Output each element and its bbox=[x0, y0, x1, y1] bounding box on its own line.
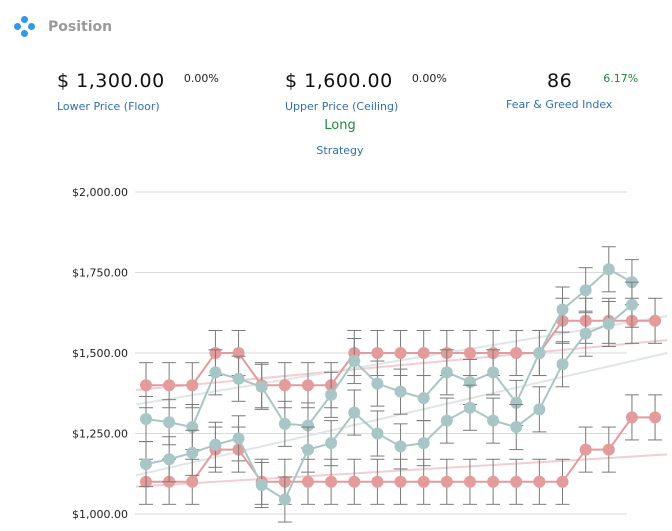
pink_lower-point bbox=[301, 475, 314, 488]
upper-price-label: Upper Price (Ceiling) bbox=[285, 100, 399, 113]
teal_lower-point bbox=[417, 437, 430, 450]
position-header: Position bbox=[14, 14, 112, 40]
teal_upper-point bbox=[533, 347, 546, 359]
trend-line-2 bbox=[135, 314, 668, 406]
pink_upper-point bbox=[417, 347, 430, 359]
pink_upper-point bbox=[394, 347, 407, 359]
teal_lower-point bbox=[440, 414, 453, 427]
lower-price-stat: $ 1,300.00 0.00% Lower Price (Floor) bbox=[57, 70, 219, 113]
teal_lower-point bbox=[602, 318, 615, 331]
y-tick-label: $1,500.00 bbox=[72, 347, 128, 360]
page-title: Position bbox=[48, 19, 113, 35]
teal_upper-point bbox=[417, 392, 430, 405]
teal_upper-point bbox=[348, 355, 361, 368]
y-tick-label: $1,000.00 bbox=[72, 508, 128, 521]
pink_lower-point bbox=[463, 475, 476, 488]
fear-greed-value-wrap: 86 6.17% bbox=[547, 70, 638, 92]
teal_upper-point bbox=[232, 372, 245, 385]
strategy-value: Long bbox=[324, 118, 356, 133]
teal_lower-point bbox=[209, 438, 222, 451]
strategy-label: Strategy bbox=[316, 144, 364, 157]
teal_upper-point bbox=[556, 303, 569, 316]
fear-greed-label: Fear & Greed Index bbox=[506, 98, 613, 111]
teal_lower-point bbox=[510, 421, 523, 434]
diamond-dots-icon bbox=[14, 16, 36, 38]
pink_lower-point bbox=[487, 475, 500, 488]
pink_lower-point bbox=[556, 475, 569, 488]
teal_upper-line bbox=[145, 268, 633, 429]
upper-price-change: 0.00% bbox=[411, 72, 447, 85]
teal_lower-point bbox=[394, 440, 407, 453]
teal_lower-point bbox=[163, 453, 176, 466]
pink_lower-point bbox=[579, 443, 592, 456]
pink_lower-point bbox=[602, 443, 615, 456]
pink_upper-point bbox=[163, 379, 176, 392]
teal_upper-point bbox=[255, 380, 268, 393]
pink_upper-point bbox=[140, 379, 152, 392]
teal_upper-point bbox=[602, 263, 615, 276]
pink_lower-point bbox=[394, 475, 407, 488]
teal_lower-point bbox=[348, 406, 361, 419]
y-tick-label: $1,750.00 bbox=[72, 267, 128, 280]
pink_lower-point bbox=[186, 475, 199, 488]
trend-line-0 bbox=[135, 339, 668, 392]
y-tick-label: $1,250.00 bbox=[72, 428, 128, 441]
teal_upper-point bbox=[163, 416, 176, 429]
teal_upper-point bbox=[209, 366, 222, 379]
pink_lower-point bbox=[649, 411, 662, 424]
pink_upper-point bbox=[463, 347, 476, 359]
pink_lower-point bbox=[371, 475, 384, 488]
teal_lower-point bbox=[371, 427, 384, 440]
fear-greed-value: 86 bbox=[547, 70, 573, 92]
pink_lower-point bbox=[440, 475, 453, 488]
pink_upper-point bbox=[371, 347, 384, 359]
teal_upper-point bbox=[440, 366, 453, 379]
teal_lower-line bbox=[145, 303, 633, 501]
teal_lower-point bbox=[278, 493, 291, 506]
pink_lower-point bbox=[348, 475, 361, 488]
upper-price-value: $ 1,600.00 bbox=[285, 70, 393, 92]
teal_upper-point bbox=[394, 385, 407, 398]
teal_lower-point bbox=[301, 443, 314, 456]
pink_upper-point bbox=[186, 379, 199, 392]
pink_lower-point bbox=[625, 411, 638, 424]
pink_lower-point bbox=[533, 475, 546, 488]
teal_lower-point bbox=[463, 401, 476, 414]
teal_upper-point bbox=[278, 417, 291, 430]
teal_lower-point bbox=[533, 403, 546, 416]
lower-price-change: 0.00% bbox=[183, 72, 219, 85]
teal_lower-point bbox=[579, 327, 592, 340]
fear-greed-change: 6.17% bbox=[603, 72, 639, 85]
pink_upper-point bbox=[278, 379, 291, 392]
teal_upper-point bbox=[510, 396, 523, 409]
teal_lower-point bbox=[487, 414, 500, 427]
teal_upper-point bbox=[371, 377, 384, 390]
pink_lower-point bbox=[325, 475, 338, 488]
pink_upper-point bbox=[301, 379, 314, 392]
fear-greed-stat: Fear & Greed Index bbox=[506, 98, 612, 111]
pink_upper-point bbox=[510, 347, 523, 359]
teal_lower-point bbox=[325, 437, 338, 450]
teal_upper-point bbox=[140, 413, 152, 426]
teal_upper-point bbox=[325, 388, 338, 401]
pink_upper-point bbox=[649, 314, 662, 327]
lower-price-label: Lower Price (Floor) bbox=[57, 100, 160, 113]
teal_lower-point bbox=[186, 446, 199, 459]
teal_lower-point bbox=[255, 479, 268, 492]
teal_upper-point bbox=[487, 366, 500, 379]
teal_lower-point bbox=[556, 358, 569, 371]
teal_upper-point bbox=[579, 284, 592, 297]
teal_lower-point bbox=[140, 458, 152, 471]
lower-price-value: $ 1,300.00 bbox=[57, 70, 165, 92]
teal_upper-point bbox=[301, 419, 314, 432]
pink_lower-point bbox=[417, 475, 430, 488]
y-tick-label: $2,000.00 bbox=[72, 186, 128, 199]
upper-price-stat: $ 1,600.00 0.00% Upper Price (Ceiling) bbox=[285, 70, 447, 113]
pink_lower-point bbox=[510, 475, 523, 488]
teal_lower-point bbox=[232, 432, 245, 445]
teal_lower-point bbox=[625, 298, 638, 311]
